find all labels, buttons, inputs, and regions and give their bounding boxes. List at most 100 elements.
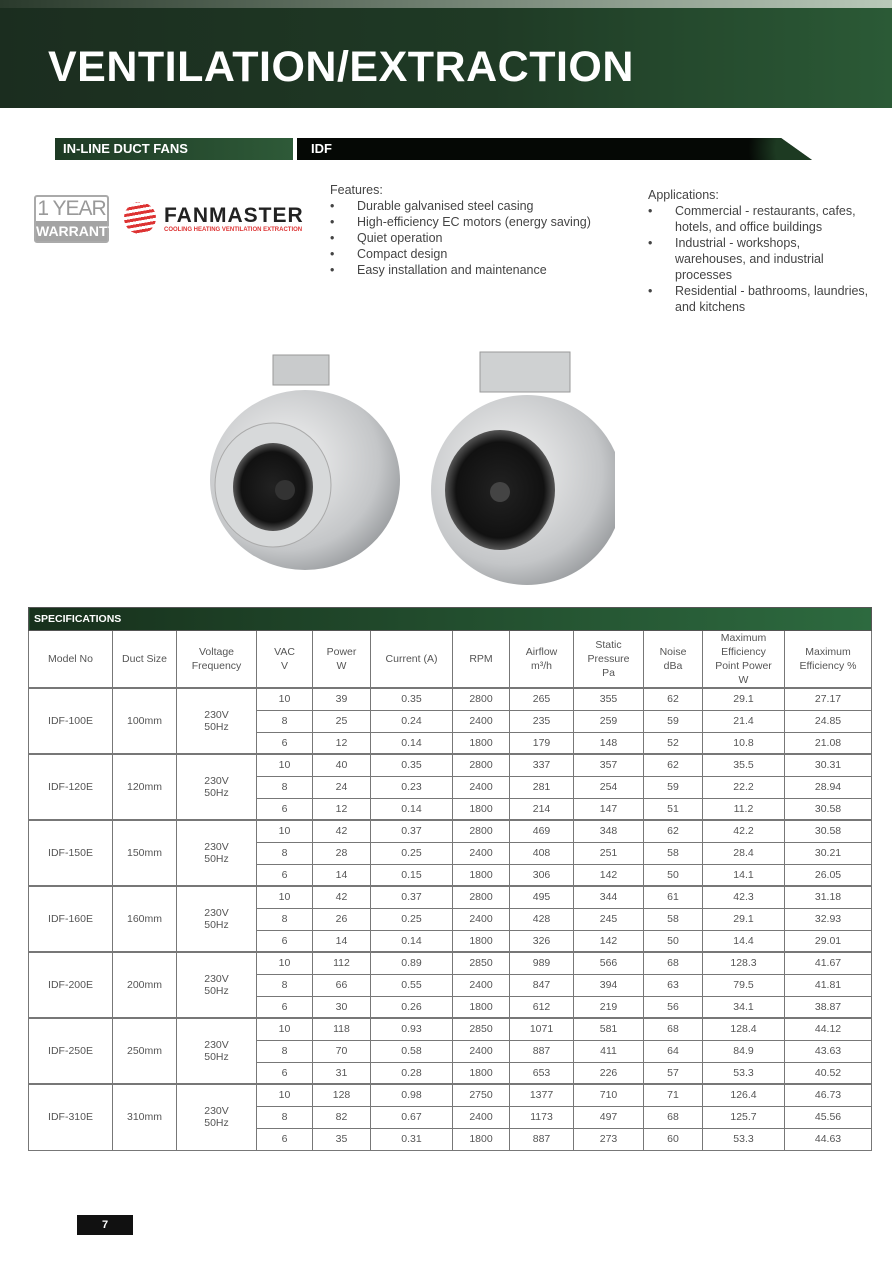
applications-section: Applications: Commercial - restaurants, … bbox=[648, 187, 873, 315]
table-cell: 653 bbox=[509, 1061, 574, 1085]
table-cell: 1800 bbox=[452, 797, 510, 821]
table-cell: 710 bbox=[573, 1083, 644, 1107]
table-cell: 142 bbox=[573, 863, 644, 887]
cell-model: IDF-200E bbox=[28, 951, 113, 1019]
table-cell: 235 bbox=[509, 709, 574, 733]
table-cell: 42.2 bbox=[702, 819, 785, 843]
table-cell: 25 bbox=[312, 709, 371, 733]
table-cell: 53.3 bbox=[702, 1061, 785, 1085]
column-header: Airflow m³/h bbox=[509, 630, 574, 689]
table-cell: 68 bbox=[643, 1105, 703, 1129]
table-cell: 26.05 bbox=[784, 863, 872, 887]
table-cell: 44.12 bbox=[784, 1017, 872, 1041]
table-cell: 2400 bbox=[452, 1039, 510, 1063]
table-cell: 0.93 bbox=[370, 1017, 453, 1041]
table-cell: 10 bbox=[256, 687, 313, 711]
table-cell: 45.56 bbox=[784, 1105, 872, 1129]
table-cell: 0.35 bbox=[370, 753, 453, 777]
table-cell: 566 bbox=[573, 951, 644, 975]
table-cell: 6 bbox=[256, 995, 313, 1019]
table-cell: 581 bbox=[573, 1017, 644, 1041]
table-cell: 2850 bbox=[452, 1017, 510, 1041]
table-cell: 348 bbox=[573, 819, 644, 843]
table-cell: 10 bbox=[256, 951, 313, 975]
table-row: 8 26 0.25 2400 428 245 58 29.1 32.93 bbox=[29, 907, 872, 931]
table-cell: 2400 bbox=[452, 775, 510, 799]
table-cell: 8 bbox=[256, 1105, 313, 1129]
table-cell: 326 bbox=[509, 929, 574, 953]
page-title: VENTILATION/EXTRACTION bbox=[48, 43, 634, 91]
table-cell: 0.14 bbox=[370, 797, 453, 821]
table-cell: 66 bbox=[312, 973, 371, 997]
column-header: RPM bbox=[452, 630, 510, 689]
cell-voltage: 230V 50Hz bbox=[176, 687, 257, 755]
table-cell: 10 bbox=[256, 885, 313, 909]
top-strip bbox=[0, 0, 892, 8]
table-cell: 126.4 bbox=[702, 1083, 785, 1107]
cell-voltage: 230V 50Hz bbox=[176, 753, 257, 821]
table-cell: 8 bbox=[256, 907, 313, 931]
table-cell: 44.63 bbox=[784, 1127, 872, 1151]
table-cell: 61 bbox=[643, 885, 703, 909]
table-cell: 128.4 bbox=[702, 1017, 785, 1041]
table-cell: 82 bbox=[312, 1105, 371, 1129]
column-header: VAC V bbox=[256, 630, 313, 689]
table-cell: 219 bbox=[573, 995, 644, 1019]
fan-left bbox=[210, 354, 400, 570]
table-cell: 847 bbox=[509, 973, 574, 997]
fan-right bbox=[431, 351, 615, 585]
column-header: Model No bbox=[28, 630, 113, 689]
table-cell: 0.89 bbox=[370, 951, 453, 975]
table-row: IDF-310E 310mm 230V 50Hz 10 128 0.98 2750 1377 7… bbox=[28, 1083, 872, 1151]
column-header: Duct Size bbox=[112, 630, 177, 689]
table-cell: 24 bbox=[312, 775, 371, 799]
cell-model: IDF-160E bbox=[28, 885, 113, 953]
table-cell: 32.93 bbox=[784, 907, 872, 931]
fanmaster-logo-icon bbox=[124, 202, 156, 234]
table-cell: 469 bbox=[509, 819, 574, 843]
table-cell: 41.81 bbox=[784, 973, 872, 997]
table-cell: 10 bbox=[256, 819, 313, 843]
cell-voltage: 230V 50Hz bbox=[176, 1017, 257, 1085]
table-cell: 53.3 bbox=[702, 1127, 785, 1151]
table-cell: 2400 bbox=[452, 973, 510, 997]
cell-model: IDF-150E bbox=[28, 819, 113, 887]
table-cell: 226 bbox=[573, 1061, 644, 1085]
table-cell: 40 bbox=[312, 753, 371, 777]
table-row: IDF-150E 150mm 230V 50Hz 10 42 0.37 2800 469 348… bbox=[28, 819, 872, 887]
applications-heading: Applications: bbox=[648, 188, 719, 202]
table-cell: 495 bbox=[509, 885, 574, 909]
table-cell: 84.9 bbox=[702, 1039, 785, 1063]
table-cell: 64 bbox=[643, 1039, 703, 1063]
table-cell: 125.7 bbox=[702, 1105, 785, 1129]
table-cell: 0.37 bbox=[370, 885, 453, 909]
table-cell: 70 bbox=[312, 1039, 371, 1063]
table-row: 8 66 0.55 2400 847 394 63 79.5 41.81 bbox=[29, 973, 872, 997]
table-cell: 62 bbox=[643, 819, 703, 843]
table-cell: 8 bbox=[256, 1039, 313, 1063]
specifications-table: SPECIFICATIONS Model No Duct Size Voltage … bbox=[28, 607, 872, 1151]
table-cell: 6 bbox=[256, 797, 313, 821]
feature-item: Compact design bbox=[330, 246, 620, 262]
table-cell: 63 bbox=[643, 973, 703, 997]
table-cell: 57 bbox=[643, 1061, 703, 1085]
table-cell: 0.55 bbox=[370, 973, 453, 997]
column-header: Voltage Frequency bbox=[176, 630, 257, 689]
column-header: Maximum Efficiency % bbox=[784, 630, 872, 689]
table-cell: 281 bbox=[509, 775, 574, 799]
table-cell: 128 bbox=[312, 1083, 371, 1107]
table-cell: 62 bbox=[643, 753, 703, 777]
table-cell: 41.67 bbox=[784, 951, 872, 975]
table-cell: 68 bbox=[643, 951, 703, 975]
column-header: Current (A) bbox=[370, 630, 453, 689]
table-cell: 8 bbox=[256, 775, 313, 799]
table-cell: 79.5 bbox=[702, 973, 785, 997]
table-cell: 60 bbox=[643, 1127, 703, 1151]
table-cell: 62 bbox=[643, 687, 703, 711]
table-cell: 245 bbox=[573, 907, 644, 931]
table-cell: 2750 bbox=[452, 1083, 510, 1107]
warranty-years: 1 YEAR bbox=[37, 197, 106, 220]
table-cell: 148 bbox=[573, 731, 644, 755]
cell-duct: 310mm bbox=[112, 1083, 177, 1151]
table-cell: 2400 bbox=[452, 709, 510, 733]
